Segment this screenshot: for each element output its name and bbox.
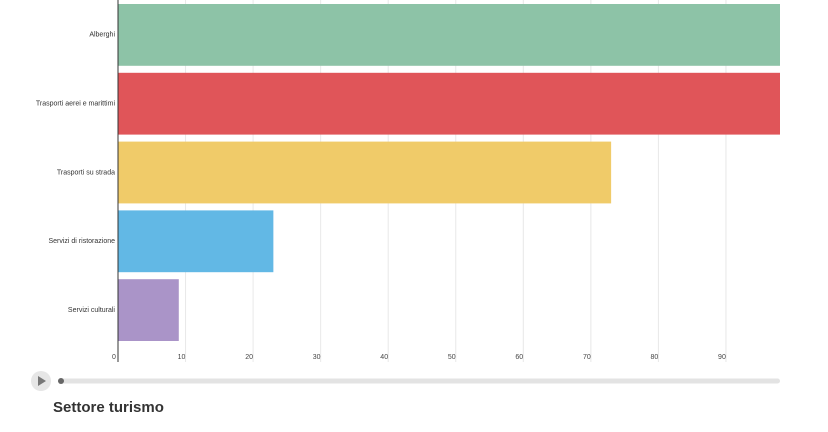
y-tick-label: Trasporti su strada <box>57 169 115 176</box>
x-tick-label: 30 <box>313 354 321 361</box>
bar <box>118 141 612 204</box>
x-tick-label: 20 <box>245 354 253 361</box>
play-icon <box>38 376 46 386</box>
y-tick-label: Alberghi <box>89 32 115 39</box>
x-tick-label: 80 <box>651 354 659 361</box>
time-slider[interactable] <box>58 378 780 384</box>
x-tick-label: 0 <box>112 354 116 361</box>
chart-title: Settore turismo <box>53 399 164 416</box>
bar <box>118 4 780 66</box>
x-tick-label: 60 <box>515 354 523 361</box>
bar <box>118 72 780 135</box>
x-tick-label: 70 <box>583 354 591 361</box>
y-tick-label: Servizi di ristorazione <box>48 238 115 245</box>
x-tick-label: 50 <box>448 354 456 361</box>
slider-handle[interactable] <box>58 378 64 384</box>
bar-layer <box>118 4 780 341</box>
bar <box>118 279 179 341</box>
x-tick-label: 40 <box>380 354 388 361</box>
x-tick-label: 10 <box>178 354 186 361</box>
bar <box>118 210 274 273</box>
y-tick-label: Servizi culturali <box>68 307 116 314</box>
y-tick-label: Trasporti aerei e marittimi <box>36 101 116 108</box>
x-tick-label: 90 <box>718 354 726 361</box>
